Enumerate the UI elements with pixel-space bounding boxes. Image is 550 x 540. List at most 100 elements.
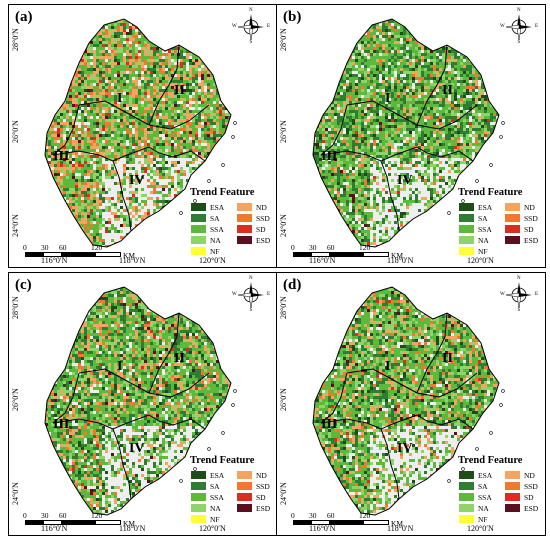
scale-segment [25,252,45,257]
compass-letter: E [267,24,271,29]
legend-label: NF [210,514,220,524]
region-border [416,312,448,394]
map-svg [312,286,505,516]
legend-item-na: NA [191,503,221,513]
map-svg [44,18,237,248]
province-outline [312,18,500,248]
legend-item-nf: NF [191,514,220,524]
region-border [320,414,418,430]
legend-label: ESA [478,202,493,212]
legend-swatch [191,225,206,233]
legend-item-ssd: SSD [237,481,270,491]
legend-swatch [191,504,206,512]
legend-label: NA [210,235,221,245]
compass-letter: N [249,276,253,281]
region-label: IV [397,173,413,188]
legend: Trend Feature ESA SA SSA NA NF ND SSD SD ESD [457,455,545,526]
legend-swatch [459,504,474,512]
longitude-label: 116°0′N [309,524,336,533]
map-svg [44,286,237,516]
island [447,479,451,483]
compass-letter: W [232,24,237,29]
island [207,447,211,451]
scale-bar: 0 30 60 120 KM [291,243,403,267]
legend-swatch [459,236,474,244]
legend-swatch [505,225,520,233]
region-border [320,146,418,162]
scale-tick-label: 0 [291,511,295,520]
region-label: II [174,83,185,98]
legend-swatch [237,482,252,490]
legend-item-na: NA [459,503,489,513]
island [461,467,465,471]
legend-item-ssd: SSD [237,213,270,223]
legend-swatch [505,482,520,490]
legend-item-sa: SA [459,481,488,491]
scale-segment [43,252,63,257]
scale-segment [95,252,121,257]
compass-letter: N [517,276,521,281]
region-border [416,414,474,430]
compass-letter: N [517,8,521,13]
legend-item-nd: ND [505,202,535,212]
legend-label: SD [256,224,266,234]
legend-item-ssa: SSA [459,224,492,234]
region-border [416,146,474,162]
legend: Trend Feature ESA SA SSA NA NF ND SSD SD ESD [457,187,545,258]
legend-label: NF [478,246,488,256]
legend-item-nd: ND [505,470,535,480]
legend-swatch [191,515,206,523]
legend-label: SSD [524,213,538,223]
region-border [52,104,80,156]
scale-tick-label: 60 [59,511,67,520]
latitude-label: 24°0′N [11,482,20,505]
region-label: III [321,417,338,432]
legend-swatch [191,203,206,211]
legend-swatch [237,493,252,501]
scale-tick-label: 0 [291,243,295,252]
legend-item-sa: SA [191,481,220,491]
latitude-label: 26°0′N [279,120,288,143]
legend: Trend Feature ESA SA SSA NA NF ND SSD SD ESD [189,455,277,526]
island [501,121,505,125]
legend-item-nd: ND [237,470,267,480]
scale-segment [95,520,121,525]
island [499,135,503,139]
latitude-label: 28°0′N [11,28,20,51]
island [221,431,225,435]
scale-tick-label: 60 [327,243,335,252]
island [231,135,235,139]
legend-label: ESD [256,235,271,245]
longitude-label: 118°0′N [387,524,414,533]
compass-rose-icon: N S W E [232,276,270,313]
legend-item-nf: NF [459,246,488,256]
island [207,179,211,183]
scale-tick-label: 60 [327,511,335,520]
scale-segment [293,520,313,525]
legend-item-ssd: SSD [505,213,538,223]
legend-swatch [191,471,206,479]
compass-letter: E [535,292,539,297]
island [179,479,183,483]
longitude-label: 120°0′N [467,256,494,265]
map-panel-a: (a) 28°0′N 26°0′N 24°0′N 116°0′N 118°0′N 120°0… [8,4,278,268]
legend-label: SA [210,481,220,491]
scale-tick-label: 30 [41,511,49,520]
legend-item-sd: SD [505,492,534,502]
legend-swatch [459,482,474,490]
legend-label: NA [478,503,489,513]
scale-bar: 0 30 60 120 KM [291,511,403,535]
legend-item-sd: SD [237,224,266,234]
legend-swatch [459,203,474,211]
legend-swatch [459,471,474,479]
scale-segment [363,520,389,525]
legend-label: SSD [256,213,270,223]
legend-label: ESA [210,202,225,212]
legend-label: SD [524,492,534,502]
island [501,389,505,393]
compass-letter: S [517,308,521,313]
legend-swatch [459,214,474,222]
legend-swatch [505,493,520,501]
legend-swatch [459,493,474,501]
legend-label: ESD [524,503,539,513]
